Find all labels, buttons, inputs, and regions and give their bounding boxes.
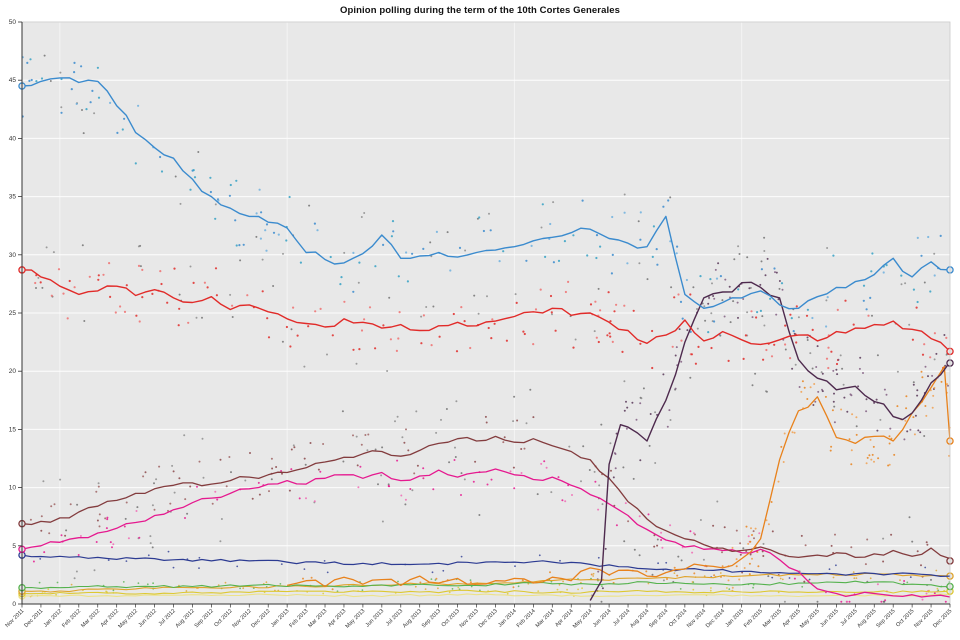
svg-text:Aug 2013: Aug 2013 (402, 608, 423, 629)
svg-text:Dec 2015: Dec 2015 (932, 608, 953, 629)
svg-text:0: 0 (12, 601, 16, 608)
svg-text:Nov 2014: Nov 2014 (686, 608, 707, 629)
svg-text:Jun 2013: Jun 2013 (365, 608, 386, 629)
svg-text:Nov 2011: Nov 2011 (5, 608, 26, 629)
svg-text:Dec 2012: Dec 2012 (250, 608, 271, 629)
svg-text:Sep 2012: Sep 2012 (194, 608, 215, 629)
chart-title: Opinion polling during the term of the 1… (340, 5, 620, 16)
svg-text:20: 20 (9, 368, 17, 375)
svg-text:Mar 2013: Mar 2013 (307, 608, 328, 629)
svg-text:Feb 2013: Feb 2013 (289, 608, 310, 629)
svg-text:25: 25 (9, 310, 17, 317)
svg-text:Jun 2015: Jun 2015 (819, 608, 840, 629)
svg-text:Dec 2013: Dec 2013 (478, 608, 499, 629)
y-axis-ticks: 0 5 10 15 20 25 30 35 40 45 50 (9, 19, 22, 608)
poll-scatter-dots (21, 54, 951, 603)
svg-text:5: 5 (12, 543, 16, 550)
svg-text:10: 10 (9, 485, 17, 492)
svg-text:Dec 2014: Dec 2014 (705, 608, 726, 629)
svg-text:Nov 2013: Nov 2013 (459, 608, 480, 629)
svg-text:15: 15 (9, 426, 17, 433)
svg-text:Aug 2012: Aug 2012 (175, 608, 196, 629)
svg-text:35: 35 (9, 194, 17, 201)
svg-text:Sep 2015: Sep 2015 (875, 608, 896, 629)
svg-text:May 2014: May 2014 (572, 608, 594, 630)
svg-text:May 2012: May 2012 (117, 608, 139, 630)
svg-text:Sep 2014: Sep 2014 (648, 608, 669, 629)
svg-text:Jun 2014: Jun 2014 (592, 608, 613, 629)
svg-text:Mar 2014: Mar 2014 (535, 608, 556, 629)
svg-text:Jan 2013: Jan 2013 (270, 608, 291, 629)
svg-text:Feb 2015: Feb 2015 (743, 608, 764, 629)
svg-text:Aug 2015: Aug 2015 (856, 608, 877, 629)
svg-text:Mar 2012: Mar 2012 (80, 608, 101, 629)
svg-text:40: 40 (9, 135, 17, 142)
svg-text:Nov 2015: Nov 2015 (913, 608, 934, 629)
svg-text:Dec 2011: Dec 2011 (23, 608, 44, 629)
svg-text:Feb 2012: Feb 2012 (61, 608, 82, 629)
svg-text:Feb 2014: Feb 2014 (516, 608, 537, 629)
svg-text:Jan 2014: Jan 2014 (497, 608, 518, 629)
svg-text:Jan 2015: Jan 2015 (725, 608, 746, 629)
svg-text:Mar 2015: Mar 2015 (762, 608, 783, 629)
svg-text:Jan 2012: Jan 2012 (43, 608, 64, 629)
svg-text:30: 30 (9, 252, 17, 259)
svg-text:May 2013: May 2013 (345, 608, 367, 630)
svg-text:Nov 2012: Nov 2012 (232, 608, 253, 629)
svg-text:May 2015: May 2015 (799, 608, 821, 630)
svg-text:Jun 2012: Jun 2012 (137, 608, 158, 629)
svg-text:50: 50 (9, 19, 17, 26)
svg-text:Sep 2013: Sep 2013 (421, 608, 442, 629)
svg-text:45: 45 (9, 77, 17, 84)
svg-text:Aug 2014: Aug 2014 (629, 608, 650, 629)
